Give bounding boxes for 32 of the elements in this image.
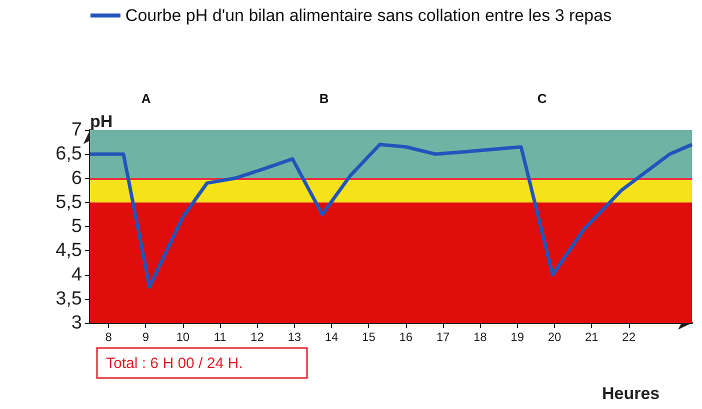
x-tick-label: 16 [399, 330, 413, 344]
y-axis-title: pH [90, 112, 113, 131]
x-tick-label: 18 [474, 330, 488, 344]
y-tick-label: 4 [71, 264, 82, 286]
y-tick-label: 4,5 [56, 240, 82, 262]
y-tick-label: 5 [71, 216, 82, 237]
x-tick-label: 9 [142, 330, 150, 344]
text: A [141, 91, 152, 106]
y-tick-label: 3,5 [56, 288, 82, 310]
x-tick-label: 13 [288, 330, 302, 344]
x-tick-label: 11 [214, 330, 227, 344]
legend-label: Courbe pH d'un bilan alimentaire sans collation entre les 3 repas [125, 6, 612, 25]
x-tick-label: 20 [548, 330, 562, 344]
y-tick-label: 3 [71, 312, 82, 334]
y-tick-label: 6,5 [56, 144, 82, 165]
x-tick-label: 21 [584, 330, 599, 344]
text: C [537, 91, 548, 106]
x-tick-label: 15 [362, 330, 376, 344]
y-tick-label: 5,5 [56, 192, 82, 213]
x-tick-label: 22 [622, 330, 636, 344]
line-series [88, 142, 694, 289]
text: B [319, 91, 329, 106]
y-tick-label: 7 [71, 120, 82, 140]
x-tick-label: 19 [510, 330, 524, 344]
y-tick-label: 6 [71, 168, 82, 189]
x-tick-label: 10 [176, 330, 190, 344]
x-tick-label: 12 [250, 330, 264, 344]
x-tick-label: 17 [436, 330, 450, 344]
x-axis-title: Heures [602, 384, 660, 403]
x-tick-label: 8 [105, 330, 112, 344]
text: Total : 6 H 00 / 24 H. [106, 355, 243, 372]
x-tick-label: 14 [324, 330, 339, 344]
